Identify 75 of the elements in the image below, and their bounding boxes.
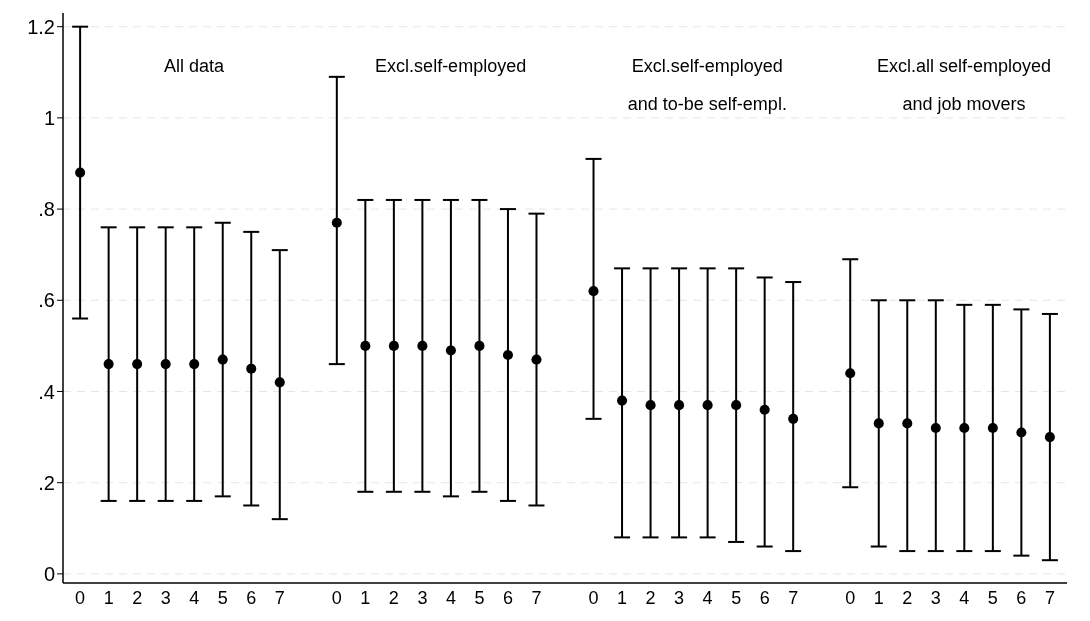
x-tick-label: 0 xyxy=(331,587,342,608)
point xyxy=(987,422,998,433)
x-tick-label: 2 xyxy=(132,587,143,608)
annotation: Excl.self-employed xyxy=(375,56,527,77)
point xyxy=(75,167,86,178)
x-tick-label: 1 xyxy=(360,587,371,608)
x-tick-label: 6 xyxy=(246,587,257,608)
annotation: Excl.all self-employed and job movers xyxy=(877,56,1052,115)
x-tick-label: 3 xyxy=(674,587,685,608)
x-tick-label: 5 xyxy=(474,587,485,608)
x-tick-label: 7 xyxy=(274,587,285,608)
point xyxy=(959,422,970,433)
y-tick-label: .4 xyxy=(38,380,55,403)
x-tick-label: 4 xyxy=(959,587,970,608)
annotation: Excl.self-employed and to-be self-empl. xyxy=(627,56,787,115)
point xyxy=(759,404,770,415)
point xyxy=(217,354,228,365)
x-tick-label: 3 xyxy=(930,587,941,608)
point xyxy=(902,418,913,429)
point xyxy=(731,400,742,411)
point xyxy=(189,359,200,370)
y-tick-label: .6 xyxy=(38,289,55,312)
point xyxy=(1016,427,1027,438)
x-tick-label: 2 xyxy=(388,587,399,608)
x-tick-label: 5 xyxy=(217,587,228,608)
point xyxy=(845,368,856,379)
x-tick-label: 6 xyxy=(502,587,513,608)
x-tick-label: 3 xyxy=(417,587,428,608)
point xyxy=(702,400,713,411)
point xyxy=(788,413,799,424)
point xyxy=(360,340,371,351)
x-tick-label: 4 xyxy=(702,587,713,608)
x-tick-label: 7 xyxy=(788,587,799,608)
x-tick-label: 7 xyxy=(531,587,542,608)
y-tick-label: .8 xyxy=(38,198,55,221)
point xyxy=(417,340,428,351)
y-tick-label: 0 xyxy=(43,562,55,585)
point xyxy=(331,217,342,228)
point xyxy=(246,363,257,374)
point xyxy=(645,400,656,411)
point xyxy=(445,345,456,356)
y-tick-label: .2 xyxy=(38,471,55,494)
point xyxy=(588,286,599,297)
x-tick-label: 7 xyxy=(1044,587,1055,608)
x-tick-label: 0 xyxy=(588,587,599,608)
point xyxy=(103,359,114,370)
x-tick-label: 2 xyxy=(902,587,913,608)
point xyxy=(160,359,171,370)
point xyxy=(930,422,941,433)
x-tick-label: 5 xyxy=(987,587,998,608)
x-tick-label: 4 xyxy=(445,587,456,608)
point xyxy=(674,400,685,411)
x-tick-label: 0 xyxy=(75,587,86,608)
point xyxy=(474,340,485,351)
x-tick-label: 6 xyxy=(759,587,770,608)
x-tick-label: 1 xyxy=(617,587,628,608)
point xyxy=(274,377,285,388)
x-tick-label: 3 xyxy=(160,587,171,608)
x-tick-label: 0 xyxy=(845,587,856,608)
y-tick-label: 1 xyxy=(43,106,55,129)
point xyxy=(873,418,884,429)
annotation: All data xyxy=(163,56,225,77)
x-tick-label: 2 xyxy=(645,587,656,608)
point xyxy=(531,354,542,365)
point xyxy=(388,340,399,351)
point xyxy=(502,349,513,361)
point xyxy=(132,359,143,370)
x-tick-label: 5 xyxy=(731,587,742,608)
x-tick-label: 4 xyxy=(189,587,200,608)
y-tick-label: 1.2 xyxy=(27,15,55,38)
x-tick-label: 1 xyxy=(873,587,884,608)
point xyxy=(1044,432,1055,443)
point xyxy=(617,395,628,406)
x-tick-label: 6 xyxy=(1016,587,1027,608)
x-tick-label: 1 xyxy=(103,587,114,608)
